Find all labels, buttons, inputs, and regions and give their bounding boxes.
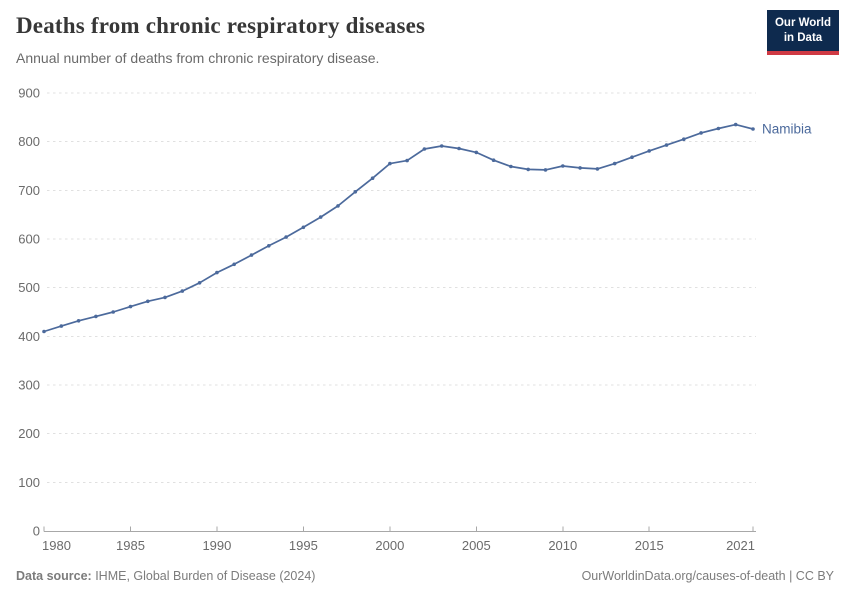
data-point-2015[interactable] [647, 149, 651, 153]
x-tick-label-2010: 2010 [548, 538, 577, 553]
data-source: Data source: IHME, Global Burden of Dise… [16, 569, 315, 583]
data-point-2000[interactable] [388, 161, 392, 166]
data-point-2014[interactable] [630, 155, 634, 159]
x-tick-label-1990: 1990 [202, 538, 231, 553]
x-tick-label-1995: 1995 [289, 538, 318, 553]
y-tick-label-100: 100 [18, 475, 40, 490]
y-tick-label-400: 400 [18, 329, 40, 344]
data-point-1997[interactable] [336, 204, 340, 208]
data-point-2016[interactable] [664, 143, 669, 147]
x-tick-label-2000: 2000 [375, 538, 404, 553]
x-tick-label-2015: 2015 [635, 538, 664, 553]
data-point-1993[interactable] [267, 244, 271, 248]
x-tick-label-1980: 1980 [42, 538, 71, 553]
data-point-2002[interactable] [422, 147, 427, 151]
owid-logo-line2: in Data [783, 31, 823, 44]
data-point-2012[interactable] [595, 167, 600, 171]
data-point-1996[interactable] [318, 215, 323, 219]
y-tick-label-200: 200 [18, 426, 40, 441]
chart-title: Deaths from chronic respiratory diseases [16, 13, 426, 38]
data-point-1989[interactable] [197, 281, 202, 285]
data-point-1981[interactable] [59, 324, 64, 328]
data-point-2006[interactable] [491, 158, 496, 162]
chart-footer: Data source: IHME, Global Burden of Dise… [16, 569, 834, 583]
data-point-2019[interactable] [716, 126, 721, 131]
owid-citation-link[interactable]: OurWorldinData.org/causes-of-death | CC … [581, 569, 834, 583]
data-point-2018[interactable] [699, 131, 703, 135]
y-tick-label-800: 800 [18, 134, 40, 149]
data-point-2013[interactable] [612, 161, 617, 166]
data-point-1999[interactable] [370, 176, 375, 180]
entity-label-namibia[interactable]: Namibia [762, 122, 812, 137]
data-point-2020[interactable] [733, 122, 738, 127]
y-tick-label-0: 0 [33, 524, 40, 539]
data-point-2003[interactable] [439, 144, 444, 148]
data-point-1987[interactable] [163, 295, 167, 300]
owid-logo[interactable]: Our World in Data [767, 10, 839, 55]
y-tick-label-300: 300 [18, 378, 40, 393]
data-point-1985[interactable] [128, 304, 133, 309]
data-source-text: IHME, Global Burden of Disease (2024) [91, 569, 316, 583]
data-point-2021[interactable] [751, 127, 755, 131]
owid-logo-text: Our World in Data [767, 10, 839, 51]
y-tick-label-900: 900 [18, 86, 40, 101]
data-point-2010[interactable] [561, 164, 565, 168]
series-line-namibia[interactable] [43, 123, 754, 333]
owid-logo-line1: Our World [774, 17, 831, 29]
data-point-2011[interactable] [578, 166, 582, 170]
data-point-2004[interactable] [457, 146, 461, 151]
y-tick-label-500: 500 [18, 280, 40, 295]
chart-subtitle: Annual number of deaths from chronic res… [16, 50, 380, 66]
data-point-1988[interactable] [180, 289, 185, 293]
data-source-label: Data source: [16, 569, 92, 583]
data-point-1994[interactable] [284, 235, 288, 239]
data-point-1992[interactable] [249, 253, 254, 257]
data-point-2008[interactable] [526, 167, 530, 172]
data-point-2007[interactable] [509, 164, 513, 169]
owid-logo-red-bar [767, 50, 839, 55]
data-point-2017[interactable] [682, 137, 686, 141]
data-point-1991[interactable] [232, 262, 236, 267]
data-point-1983[interactable] [94, 314, 98, 319]
data-point-1995[interactable] [301, 225, 306, 230]
data-point-1986[interactable] [146, 299, 150, 304]
data-point-2005[interactable] [474, 150, 479, 155]
x-tick-label-2005: 2005 [462, 538, 491, 553]
data-point-1984[interactable] [111, 310, 115, 314]
x-tick-label-2021: 2021 [726, 538, 755, 553]
data-point-1980[interactable] [42, 329, 46, 334]
data-point-2009[interactable] [543, 168, 548, 172]
data-point-1990[interactable] [215, 270, 219, 275]
data-point-1998[interactable] [353, 190, 358, 194]
y-tick-label-700: 700 [18, 183, 40, 198]
data-point-1982[interactable] [76, 319, 81, 323]
y-tick-label-600: 600 [18, 232, 40, 247]
x-tick-label-1985: 1985 [116, 538, 145, 553]
data-point-2001[interactable] [405, 158, 409, 163]
